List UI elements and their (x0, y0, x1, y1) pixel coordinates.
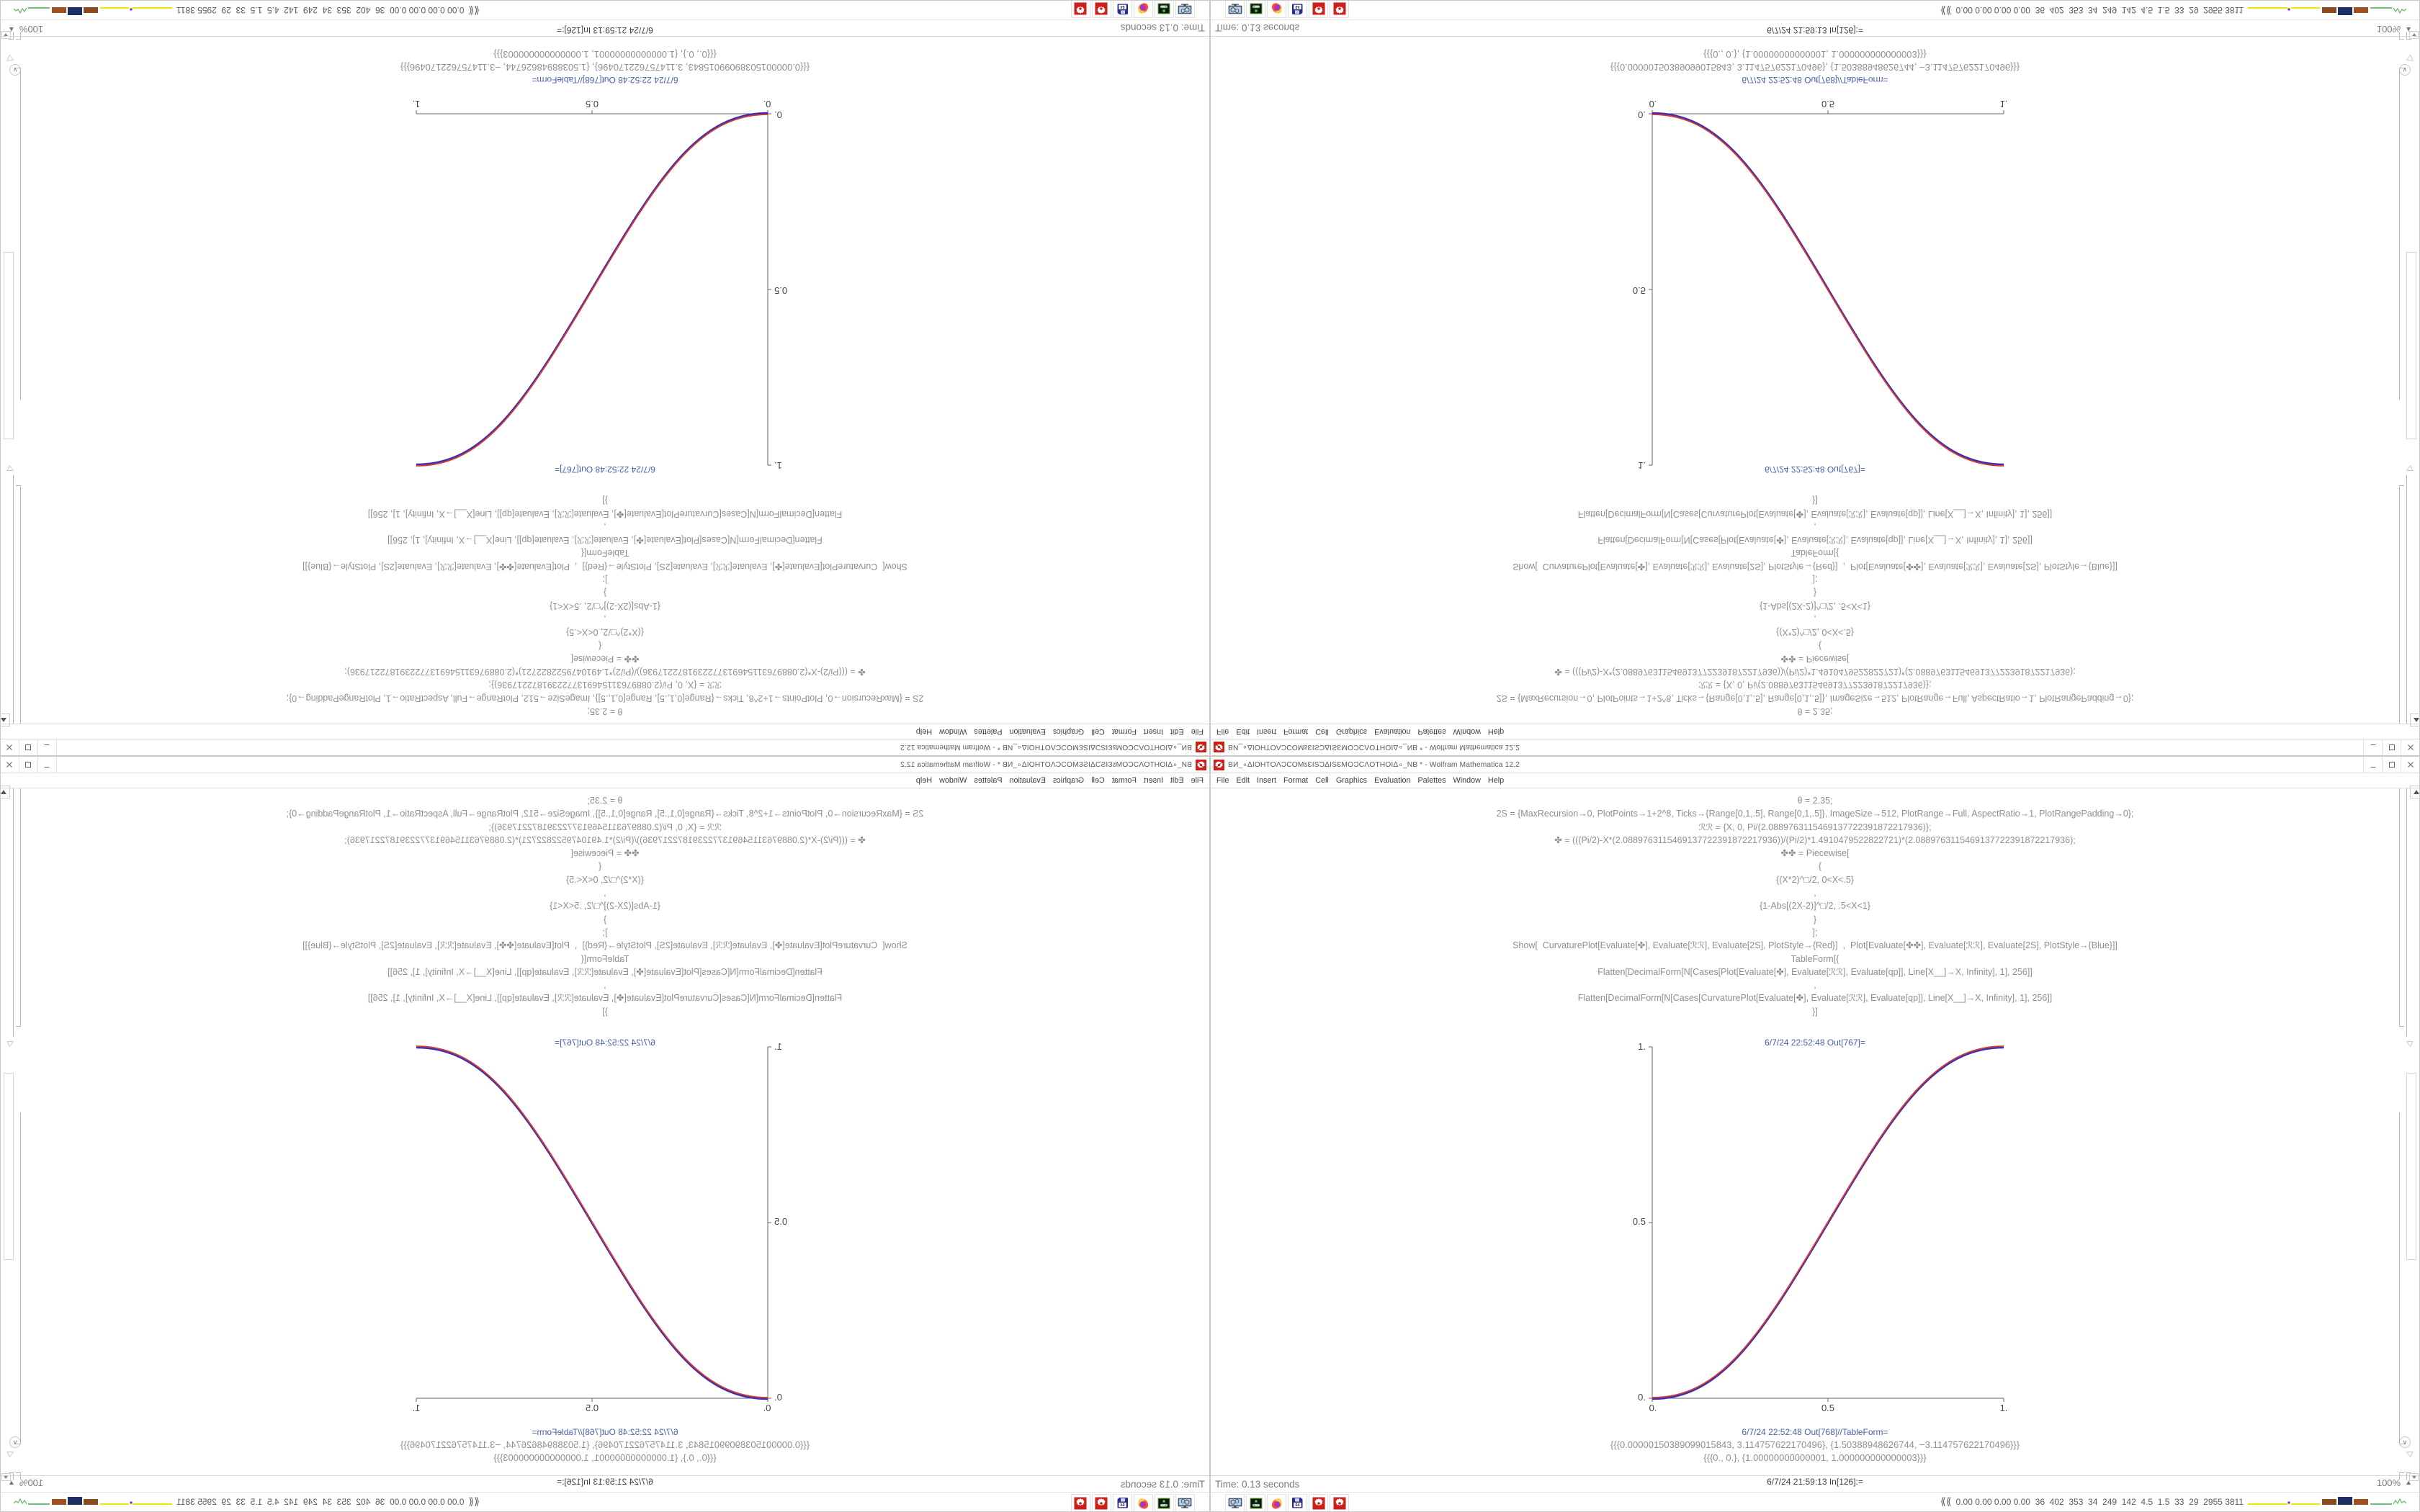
svg-text:0.: 0. (1649, 99, 1657, 109)
svg-text:1.: 1. (2000, 1403, 2008, 1413)
svg-text:64: 64 (1121, 1503, 1125, 1508)
svg-text:0.: 0. (1638, 109, 1646, 120)
svg-text:0.5: 0.5 (1821, 1403, 1834, 1413)
svg-text:1.: 1. (774, 1041, 782, 1052)
svg-text:1.: 1. (413, 1403, 421, 1413)
svg-text:0.5: 0.5 (774, 285, 787, 296)
svg-text:1.: 1. (774, 460, 782, 471)
svg-text:0.: 0. (1649, 1403, 1657, 1413)
svg-text:0.5: 0.5 (586, 1403, 599, 1413)
svg-text:0.: 0. (763, 99, 771, 109)
svg-text:64: 64 (1121, 4, 1125, 9)
svg-text:0.: 0. (774, 1392, 782, 1403)
svg-text:1.: 1. (1638, 1041, 1646, 1052)
svg-text:0.5: 0.5 (1633, 285, 1646, 296)
svg-text:1.: 1. (1638, 460, 1646, 471)
svg-text:0.5: 0.5 (1821, 99, 1834, 109)
svg-text:0.: 0. (763, 1403, 771, 1413)
svg-text:0.: 0. (774, 109, 782, 120)
svg-text:1.: 1. (2000, 99, 2008, 109)
svg-text:64: 64 (1296, 1503, 1300, 1508)
svg-text:0.5: 0.5 (586, 99, 599, 109)
svg-text:0.5: 0.5 (774, 1216, 787, 1227)
svg-text:1.: 1. (413, 99, 421, 109)
svg-text:64: 64 (1296, 4, 1300, 9)
svg-text:0.: 0. (1638, 1392, 1646, 1403)
svg-text:0.5: 0.5 (1633, 1216, 1646, 1227)
